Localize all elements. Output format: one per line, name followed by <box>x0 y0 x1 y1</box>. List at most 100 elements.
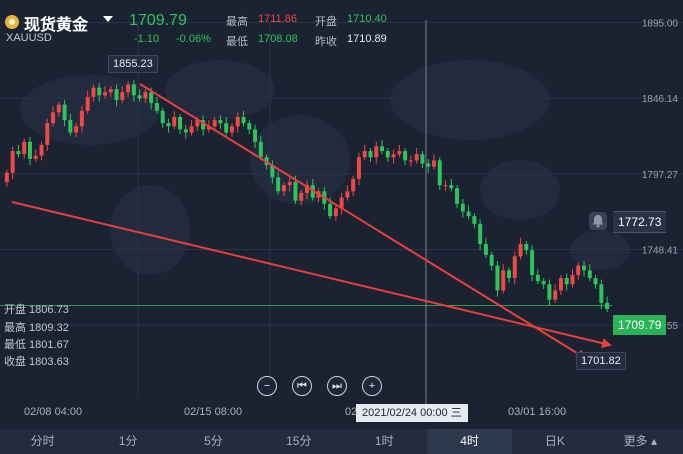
candle-body <box>368 151 373 158</box>
candle-body <box>51 112 56 124</box>
last-price: 1709.79 <box>129 12 187 29</box>
min-price-annotation: 1701.82 <box>576 352 626 370</box>
tab-1min[interactable]: 1分 <box>118 434 138 448</box>
candle-body <box>431 160 436 167</box>
tab-4hour[interactable]: 4时 <box>426 429 513 454</box>
candle-body <box>466 211 471 217</box>
candle-body <box>587 270 592 279</box>
current-price-value: 1709.79 <box>618 318 662 332</box>
map-blob <box>165 60 275 120</box>
ohlc-close: 收盘 1803.63 <box>4 356 69 368</box>
caret-up-icon: ▴ <box>650 434 657 448</box>
candle-body <box>530 250 535 275</box>
candle-body <box>535 274 540 282</box>
candle-body <box>478 223 483 244</box>
low-label: 最低 <box>226 36 248 48</box>
candle-body <box>443 185 448 187</box>
candle-body <box>524 243 529 251</box>
open-label: 开盘 <box>315 16 337 28</box>
tab-more[interactable]: 更多 ▴ <box>598 429 683 454</box>
candle-body <box>339 197 344 209</box>
candle-body <box>16 151 21 155</box>
candle-body <box>576 265 581 275</box>
candle-body <box>512 256 517 279</box>
x-tick-label: 02/15 08:00 <box>184 406 242 418</box>
candle-body <box>33 155 38 159</box>
candle-body <box>564 278 569 285</box>
candle-body <box>97 87 102 96</box>
candle-body <box>293 182 298 201</box>
candle-body <box>605 302 610 310</box>
candle-body <box>103 92 107 96</box>
ohlc-open: 开盘 1806.73 <box>4 304 69 316</box>
candle-body <box>553 290 558 300</box>
candle-body <box>120 92 125 100</box>
candle-body <box>380 146 385 152</box>
candle-body <box>570 274 575 285</box>
candle-body <box>362 151 367 158</box>
candle-body <box>547 284 552 300</box>
zoom-out-button[interactable]: − <box>257 376 277 396</box>
prev-button[interactable]: ⏮ <box>292 376 312 396</box>
candle-body <box>455 188 460 204</box>
tab-daily[interactable]: 日K <box>544 434 565 448</box>
bell-icon[interactable] <box>589 212 607 230</box>
candle-body <box>345 191 350 198</box>
candle-body <box>253 129 258 142</box>
candle-body <box>178 117 183 130</box>
y-tick-label: 1797.27 <box>642 170 679 181</box>
candle-body <box>403 151 408 161</box>
max-price-annotation: 1855.23 <box>108 55 158 73</box>
high-label: 最高 <box>226 16 248 28</box>
instrument-title[interactable]: 现货黄金 <box>24 17 89 34</box>
candle-body <box>235 117 240 127</box>
chart-grid <box>0 20 683 404</box>
zoom-in-button[interactable]: + <box>362 376 382 396</box>
candle-body <box>85 96 90 111</box>
candle-body <box>501 270 506 291</box>
candle-body <box>201 120 206 130</box>
ohlc-low: 最低 1801.67 <box>4 339 69 351</box>
candle-body <box>426 163 431 167</box>
candle-body <box>45 123 50 145</box>
trend-lines-layer <box>11 83 612 360</box>
trend-line-lower <box>11 201 612 349</box>
prev-close-label: 昨收 <box>315 36 337 48</box>
candle-body <box>189 126 194 133</box>
candle-body <box>495 265 500 291</box>
current-price-tag: 1709.79 <box>613 315 667 335</box>
candle-body <box>172 117 177 127</box>
candle-body <box>472 216 477 224</box>
candle-body <box>281 185 286 192</box>
candle-body <box>39 144 44 156</box>
open-value: 1710.40 <box>347 13 387 25</box>
map-blob <box>480 160 560 220</box>
candle-body <box>68 120 73 133</box>
tab-timeshare[interactable]: 分时 <box>30 434 55 448</box>
candle-body <box>195 120 200 127</box>
next-button[interactable]: ⏭ <box>327 376 347 396</box>
x-tick-label: 02/08 04:00 <box>24 406 82 418</box>
tab-1hour[interactable]: 1时 <box>374 434 394 448</box>
candle-body <box>229 126 234 133</box>
candle-body <box>183 129 188 133</box>
candle-body <box>414 154 419 161</box>
candle-body <box>131 84 136 96</box>
tab-15min[interactable]: 15分 <box>286 434 312 448</box>
chevron-down-icon[interactable] <box>103 16 113 22</box>
alert-price-tag[interactable]: 1772.73 <box>613 211 667 233</box>
prev-close-value: 1710.89 <box>347 33 387 45</box>
candle-body <box>328 203 333 217</box>
alert-price-value: 1772.73 <box>618 215 662 229</box>
price-change: -1.10 <box>134 33 160 45</box>
candle-body <box>333 208 338 217</box>
x-axis: 02/08 04:00 02/15 08:00 02 03/01 16:00 <box>24 406 566 418</box>
candle-body <box>408 160 413 162</box>
candle-body <box>276 177 281 192</box>
map-blob <box>390 60 550 140</box>
y-tick-label: 1846.14 <box>642 94 679 105</box>
tab-5min[interactable]: 5分 <box>204 434 223 448</box>
candle-body <box>149 92 154 104</box>
